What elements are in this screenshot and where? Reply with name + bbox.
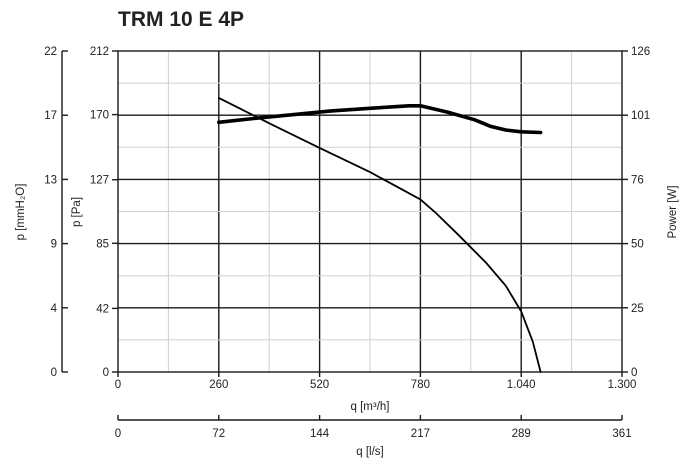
tick-label-pa: 0 — [103, 367, 109, 379]
right-axis: 0 25 50 76 101 126 — [622, 46, 650, 379]
tick-label-mmh2o: 22 — [44, 46, 57, 58]
tick-label-power: 126 — [631, 46, 650, 58]
tick-label-power: 50 — [631, 239, 644, 251]
tick-label-pa: 127 — [90, 175, 109, 187]
left-outer-axis: 0 4 9 13 17 22 — [44, 46, 68, 379]
tick-label-mmh2o: 9 — [51, 239, 57, 251]
tick-label-ls: 289 — [512, 428, 531, 440]
x-axis-m3h: 0 260 520 780 1.040 1.300 — [115, 372, 637, 391]
grid — [118, 51, 622, 372]
tick-label-mmh2o: 0 — [51, 367, 57, 379]
x-axis-ls: 0 72 144 217 289 361 — [115, 415, 632, 440]
y-axis-label-mmh2o: p [mmH₂O] — [15, 184, 27, 241]
tick-label-mmh2o: 13 — [44, 174, 57, 186]
tick-label-m3h: 0 — [115, 379, 121, 391]
tick-label-ls: 0 — [115, 428, 121, 440]
tick-label-ls: 144 — [310, 428, 330, 440]
tick-label-m3h: 780 — [411, 379, 430, 391]
pressure-curve — [217, 97, 542, 373]
plot-frame — [117, 50, 623, 373]
tick-label-ls: 217 — [411, 428, 430, 440]
tick-label-power: 101 — [631, 110, 650, 122]
tick-label-ls: 72 — [212, 428, 225, 440]
y-axis-label-pa: p [Pa] — [71, 197, 83, 227]
chart-title: TRM 10 E 4P — [118, 8, 244, 31]
tick-label-m3h: 1.300 — [608, 379, 637, 391]
tick-label-power: 76 — [631, 174, 644, 186]
tick-label-mmh2o: 4 — [51, 303, 58, 315]
tick-label-m3h: 260 — [209, 379, 228, 391]
tick-label-power: 25 — [631, 303, 644, 315]
tick-label-m3h: 1.040 — [507, 379, 536, 391]
x-axis-label-m3h: q [m³/h] — [351, 401, 390, 413]
left-inner-axis: 0 42 85 127 170 212 — [90, 46, 118, 379]
y-axis-label-power: Power [W] — [667, 185, 679, 238]
tick-label-mmh2o: 17 — [44, 110, 57, 122]
tick-label-pa: 42 — [96, 303, 109, 315]
tick-label-m3h: 520 — [310, 379, 329, 391]
x-axis-label-ls: q [l/s] — [356, 446, 383, 458]
series-layer — [217, 97, 543, 373]
tick-label-pa: 85 — [96, 238, 109, 250]
tick-label-pa: 170 — [90, 110, 109, 122]
power-curve — [217, 104, 543, 135]
tick-label-pa: 212 — [90, 46, 109, 58]
tick-label-ls: 361 — [612, 428, 631, 440]
tick-label-power: 0 — [631, 367, 637, 379]
